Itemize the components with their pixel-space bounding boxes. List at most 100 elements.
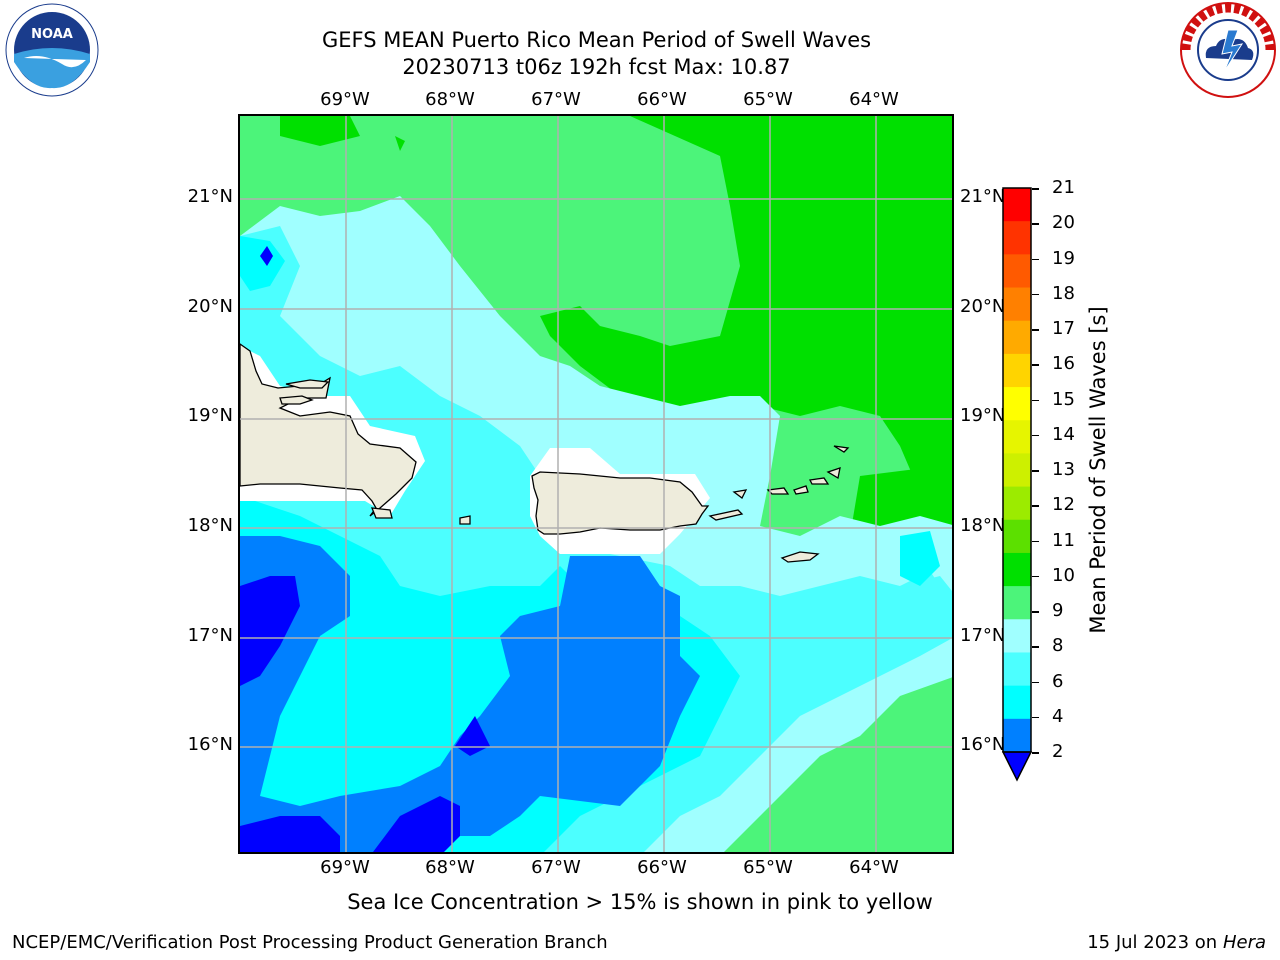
tortola-island <box>809 477 830 485</box>
colorbar-tick-mark <box>1032 716 1039 719</box>
colorbar-tick-mark <box>1032 434 1039 437</box>
colorbar-segment <box>1003 287 1031 322</box>
lat-label-right: 19°N <box>960 405 1006 426</box>
colorbar-tick-mark <box>1032 329 1039 331</box>
mona-island <box>459 515 471 525</box>
contour-below-2 <box>240 816 340 852</box>
lon-label-top: 69°W <box>320 89 370 110</box>
colorbar-tick-mark <box>1032 364 1039 366</box>
colorbar-segment <box>1003 420 1031 454</box>
colorbar-tick-label: 12 <box>1052 494 1075 516</box>
lat-label-right: 16°N <box>960 734 1006 755</box>
lat-label-right: 21°N <box>960 186 1006 207</box>
contour-4-6 <box>240 236 285 291</box>
colorbar-tick-label: 19 <box>1052 247 1075 269</box>
colorbar-tick-mark <box>1032 223 1039 225</box>
lat-label-right: 20°N <box>960 296 1006 317</box>
contour-4-6 <box>900 531 940 586</box>
nws-logo <box>1180 2 1276 98</box>
lon-label-top: 65°W <box>743 89 793 110</box>
lat-label-left: 21°N <box>187 186 233 207</box>
lon-label-top: 64°W <box>849 89 899 110</box>
colorbar-segment <box>1003 586 1031 620</box>
colorbar-tick-label: 20 <box>1052 212 1075 234</box>
colorbar-tick-mark <box>1032 752 1039 754</box>
st-john-island <box>793 485 809 495</box>
colorbar-segment <box>1003 353 1031 388</box>
colorbar-tick-mark <box>1032 293 1039 296</box>
anegada-island <box>833 445 850 453</box>
saona-island <box>370 507 393 519</box>
lon-label-bottom: 68°W <box>425 857 475 878</box>
tortuga-island <box>285 379 330 389</box>
gonave-island <box>279 395 314 405</box>
colorbar-segment <box>1003 254 1031 289</box>
colorbar-tick-mark <box>1032 258 1039 260</box>
lon-label-top: 67°W <box>531 89 581 110</box>
colorbar-segment <box>1003 387 1031 421</box>
graticule <box>240 116 952 852</box>
colorbar-tick-mark <box>1032 188 1039 190</box>
colorbar-tick-mark <box>1032 399 1039 401</box>
noaa-logo: NOAA <box>5 3 99 97</box>
colorbar-tick-mark <box>1032 470 1039 472</box>
colorbar-tick-label: 16 <box>1052 353 1075 375</box>
contour-10-11 <box>540 116 952 533</box>
lon-label-top: 68°W <box>425 89 475 110</box>
swell-period-map[interactable] <box>238 114 954 854</box>
colorbar <box>1002 187 1033 782</box>
footer-branch: NCEP/EMC/Verification Post Processing Pr… <box>12 932 608 953</box>
lon-label-bottom: 67°W <box>531 857 581 878</box>
lon-label-top: 66°W <box>637 89 687 110</box>
lon-label-bottom: 65°W <box>743 857 793 878</box>
lat-label-right: 17°N <box>960 625 1006 646</box>
st-croix-island <box>780 551 820 563</box>
lon-label-bottom: 66°W <box>637 857 687 878</box>
colorbar-tick-label: 6 <box>1052 670 1064 692</box>
colorbar-tick-label: 11 <box>1052 529 1075 551</box>
colorbar-tick-label: 17 <box>1052 318 1075 339</box>
colorbar-segment <box>1003 619 1031 653</box>
colorbar-tick-mark <box>1032 575 1039 578</box>
lat-label-left: 18°N <box>187 515 233 536</box>
virgin-gorda-island <box>826 467 841 480</box>
lat-label-left: 16°N <box>187 734 233 755</box>
colorbar-segment <box>1003 519 1031 554</box>
footer-host: Hera <box>1222 932 1266 953</box>
colorbar-tick-label: 18 <box>1052 282 1075 304</box>
colorbar-frame <box>1002 187 1032 753</box>
colorbar-segment <box>1003 718 1031 753</box>
svg-text:NOAA: NOAA <box>31 27 73 42</box>
contour-below-2 <box>240 576 300 686</box>
colorbar-label: Mean Period of Swell Waves [s] <box>1086 306 1110 634</box>
colorbar-tick-mark <box>1032 681 1039 683</box>
colorbar-tick-label: 14 <box>1052 423 1075 445</box>
colorbar-under-triangle <box>1002 751 1033 782</box>
contour-below-2 <box>373 796 460 852</box>
colorbar-segment <box>1003 320 1031 355</box>
culebra-island <box>732 489 748 499</box>
sea-ice-note: Sea Ice Concentration > 15% is shown in … <box>0 890 1280 914</box>
lon-label-bottom: 64°W <box>849 857 899 878</box>
contour-below-2 <box>455 716 490 756</box>
colorbar-segment <box>1003 685 1031 720</box>
colorbar-tick-mark <box>1032 505 1039 507</box>
colorbar-segment <box>1003 552 1031 587</box>
contour-10-11 <box>280 116 360 146</box>
colorbar-segment <box>1003 486 1031 521</box>
colorbar-segment <box>1003 453 1031 488</box>
lat-label-left: 17°N <box>187 625 233 646</box>
colorbar-segment <box>1003 652 1031 687</box>
chart-subtitle: 20230713 t06z 192h fcst Max: 10.87 <box>402 55 791 79</box>
colorbar-tick-mark <box>1032 611 1039 613</box>
lat-label-left: 19°N <box>187 405 233 426</box>
map-canvas <box>240 116 952 852</box>
colorbar-segment <box>1003 221 1031 255</box>
contour-2-4 <box>240 536 700 852</box>
sea-ice-note-text: Sea Ice Concentration > 15% is shown in … <box>347 890 933 914</box>
colorbar-tick-label: 10 <box>1052 564 1075 586</box>
colorbar-segment <box>1003 188 1031 222</box>
chart-title: GEFS MEAN Puerto Rico Mean Period of Swe… <box>321 28 872 52</box>
lat-label-left: 20°N <box>187 296 233 317</box>
lat-label-right: 18°N <box>960 515 1006 536</box>
